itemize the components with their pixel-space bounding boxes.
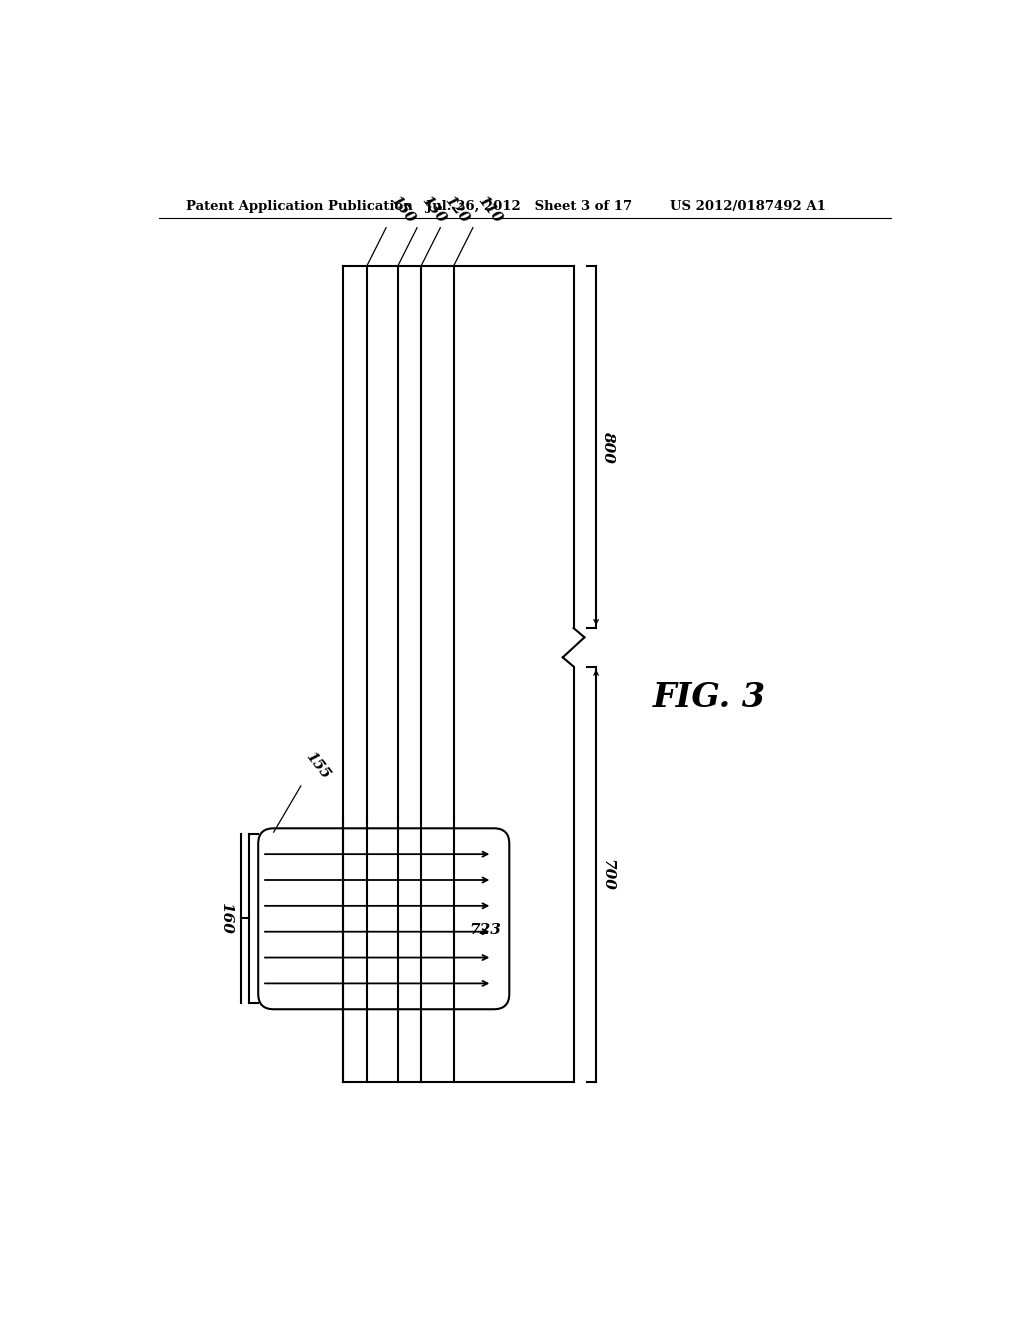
Text: Jul. 26, 2012   Sheet 3 of 17: Jul. 26, 2012 Sheet 3 of 17 <box>426 199 633 213</box>
Text: 130: 130 <box>419 194 449 226</box>
Text: 800: 800 <box>601 432 614 463</box>
Text: 160: 160 <box>219 903 232 935</box>
Text: 700: 700 <box>601 858 614 891</box>
Text: 150: 150 <box>388 194 418 226</box>
Text: Patent Application Publication: Patent Application Publication <box>186 199 413 213</box>
Text: US 2012/0187492 A1: US 2012/0187492 A1 <box>671 199 826 213</box>
Text: 723: 723 <box>470 923 502 937</box>
Text: 110: 110 <box>474 194 504 226</box>
Text: FIG. 3: FIG. 3 <box>652 681 766 714</box>
Text: 155: 155 <box>302 750 332 781</box>
Text: 120: 120 <box>442 194 472 226</box>
